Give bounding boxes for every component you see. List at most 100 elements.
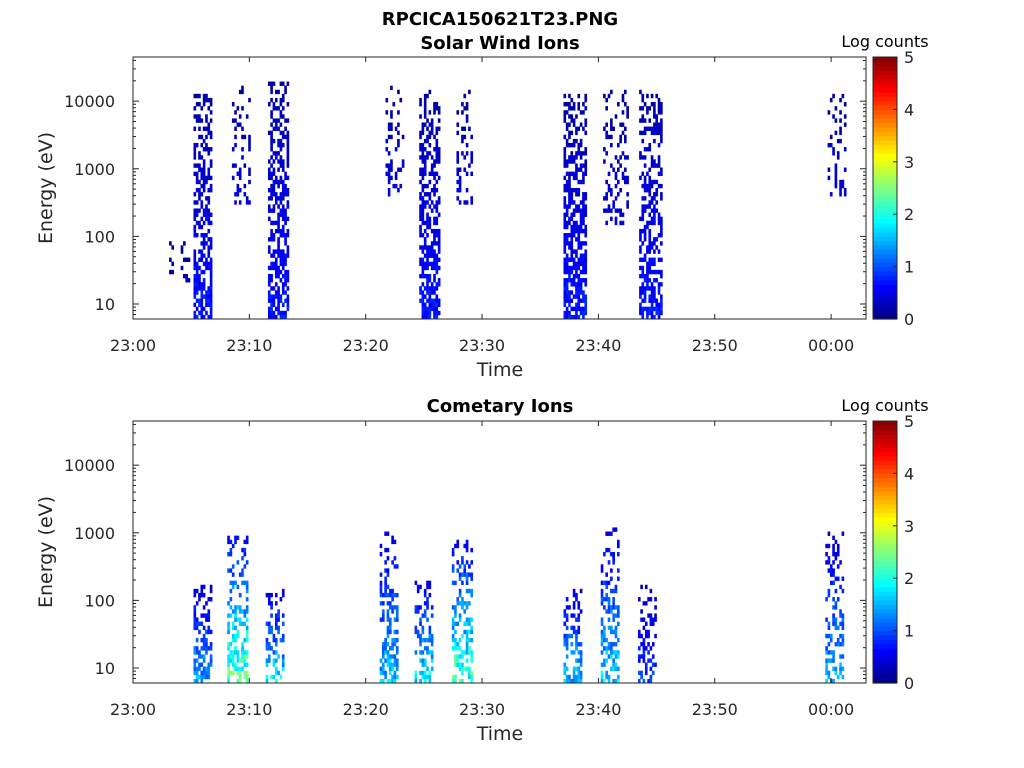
heatmap-cell [391,597,394,602]
heatmap-cell [465,601,469,606]
colorbar-tick-label: 3 [904,153,914,172]
heatmap-cell [577,642,581,647]
heatmap-cell [575,253,578,258]
y-tick-label: 100 [84,591,115,610]
heatmap-cell [644,666,648,672]
heatmap-cell [565,253,569,258]
heatmap-cell [655,126,659,131]
heatmap-cell [423,609,427,614]
heatmap-cell [568,216,571,222]
heatmap-cell [653,204,656,209]
heatmap-cell [605,597,609,602]
heatmap-cell [195,290,199,295]
heatmap-cell [205,650,208,655]
heatmap-cell [193,678,197,684]
heatmap-cell [205,212,208,217]
heatmap-cell [563,220,567,226]
colorbar-segment [873,96,897,102]
heatmap-cell [390,167,393,172]
heatmap-cell [193,216,197,222]
heatmap-cell [205,642,208,647]
heatmap-cell [279,261,283,267]
heatmap-cell [245,662,249,667]
heatmap-cell [433,183,436,189]
heatmap-cell [643,118,647,123]
heatmap-cell [437,196,441,201]
heatmap-cell [653,314,656,320]
heatmap-cell [435,310,439,316]
colorbar-segment [873,469,897,474]
heatmap-cell [229,642,233,647]
heatmap-cell [277,253,280,258]
heatmap-cell [419,212,422,217]
heatmap-cell [463,106,467,111]
heatmap-cell [270,613,273,618]
colorbar-segment [873,314,897,320]
heatmap-cell [572,249,576,254]
heatmap-cell [600,617,604,622]
heatmap-cell [614,196,618,201]
heatmap-cell [421,310,425,316]
heatmap-cell [437,118,441,123]
heatmap-cell [272,265,276,271]
heatmap-cell [426,597,429,602]
heatmap-cell [451,568,455,573]
heatmap-cell [421,142,425,148]
heatmap-cell [243,650,247,655]
heatmap-cell [437,233,441,238]
heatmap-cell [209,118,213,123]
heatmap-cell [274,89,278,95]
heatmap-cell [572,592,576,598]
heatmap-cell [614,584,618,590]
colorbar-segment [873,122,897,128]
heatmap-cell [470,650,474,655]
heatmap-cell [582,253,585,258]
colorbar-segment [873,284,897,290]
heatmap-cell [207,666,211,672]
heatmap-cell [657,286,661,291]
heatmap-cell [393,637,397,643]
heatmap-cell [286,155,290,160]
heatmap-cell [286,204,290,209]
heatmap-cell [419,605,422,610]
heatmap-cell [423,122,427,127]
heatmap-cell [834,576,838,581]
heatmap-cell [839,662,842,667]
heatmap-cell [570,155,574,160]
heatmap-cell [617,654,620,659]
heatmap-cell [423,265,427,271]
heatmap-cell [582,204,585,209]
heatmap-cell [641,118,645,123]
heatmap-cell [193,273,197,279]
heatmap-cell [825,597,828,602]
heatmap-cell [202,674,206,680]
heatmap-cell [198,167,201,172]
heatmap-cell [419,179,422,185]
heatmap-cell [829,572,833,577]
heatmap-cell [577,126,581,131]
heatmap-cell [205,175,208,181]
heatmap-cell [437,298,441,303]
heatmap-cell [426,282,429,287]
heatmap-cell [832,572,835,577]
heatmap-cell [267,621,271,626]
heatmap-cell [433,233,436,238]
heatmap-cell [572,629,576,635]
heatmap-cell [193,228,197,234]
heatmap-cell [465,200,469,205]
heatmap-cell [841,666,845,672]
heatmap-cell [660,228,663,234]
heatmap-cell [195,265,199,271]
heatmap-cell [834,588,838,594]
heatmap-cell [423,192,427,197]
heatmap-cell [267,188,271,193]
heatmap-cell [433,290,436,295]
heatmap-cell [243,192,247,197]
heatmap-cell [461,678,464,684]
heatmap-cell [565,179,569,185]
heatmap-cell [193,126,197,131]
heatmap-cell [234,609,237,614]
heatmap-cell [612,167,615,172]
heatmap-cell [277,294,280,299]
heatmap-cell [209,286,213,291]
